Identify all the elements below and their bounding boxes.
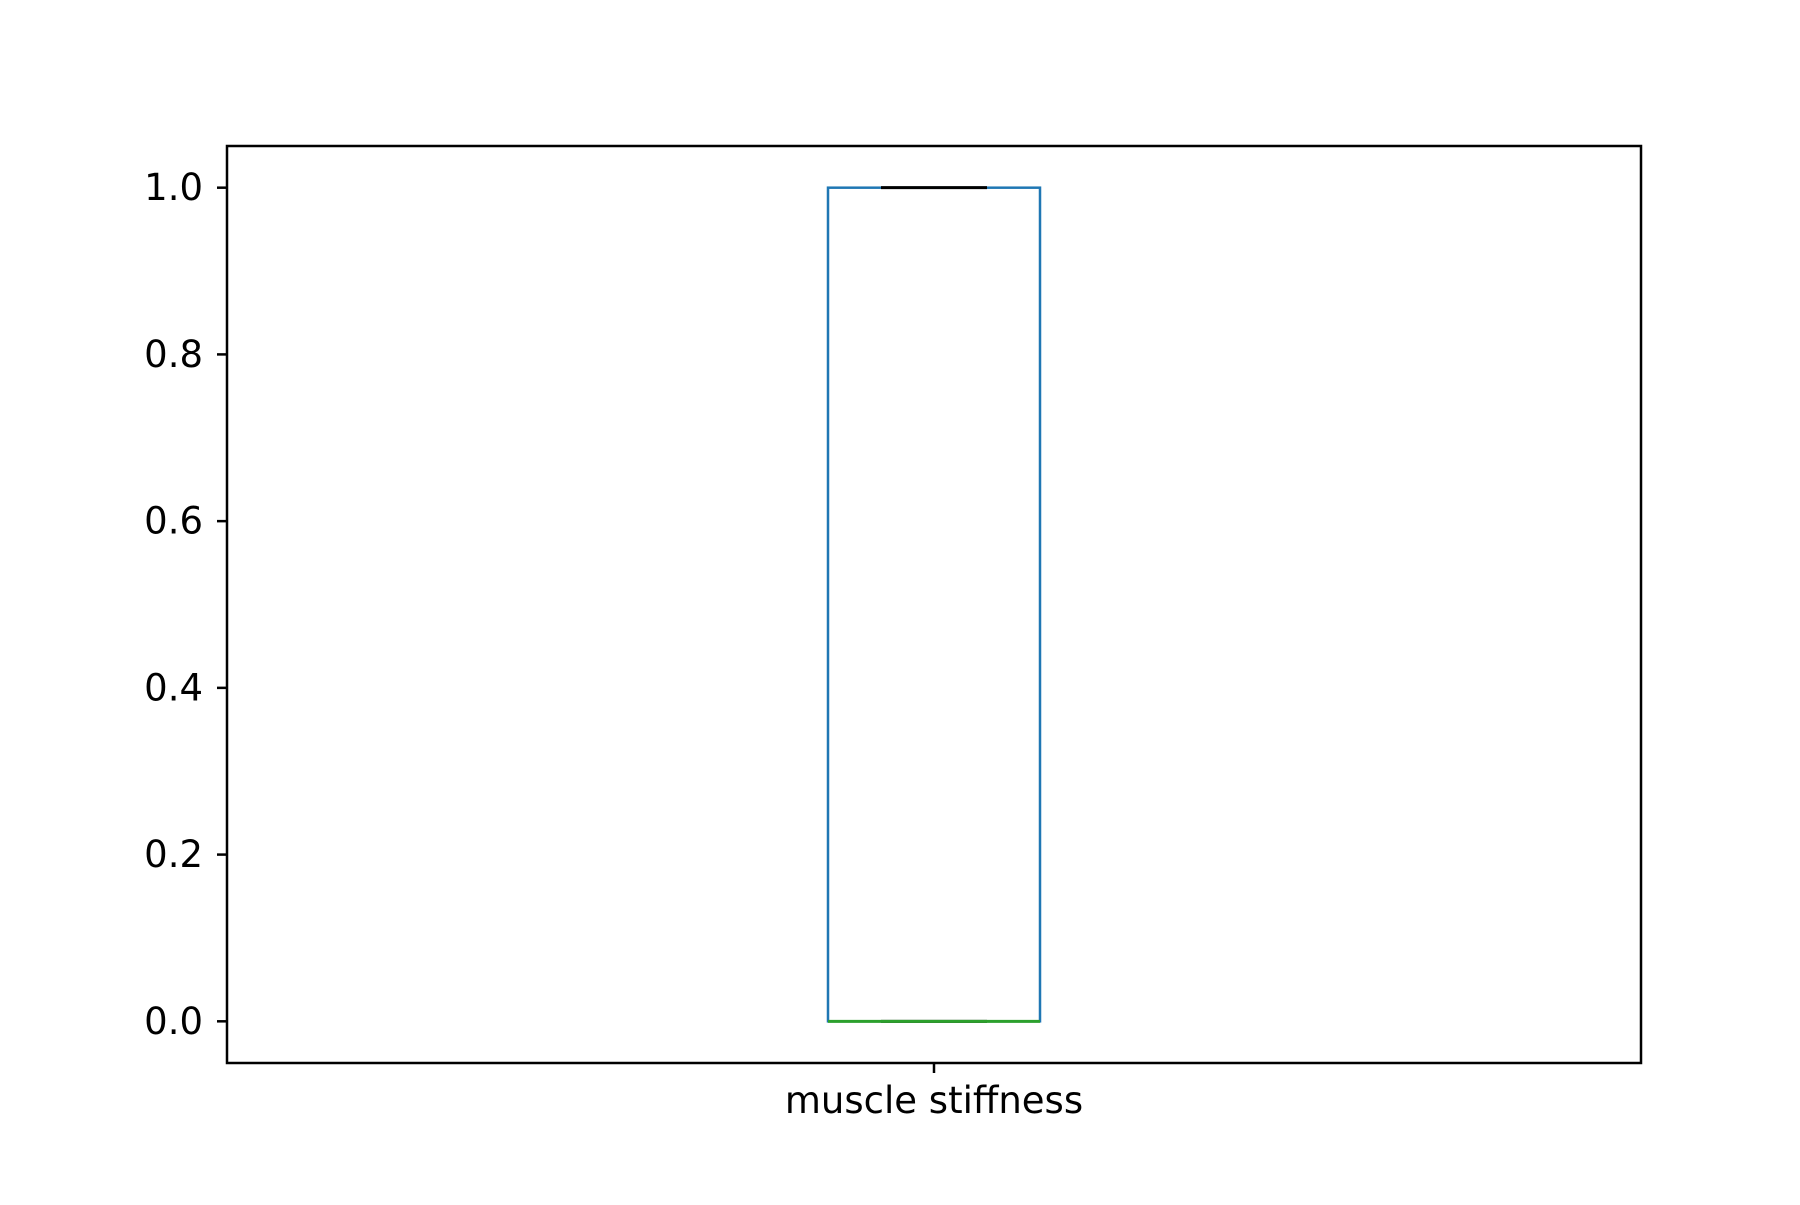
y-tick-label: 0.2 [144, 833, 203, 876]
y-tick-label: 0.0 [144, 1000, 203, 1043]
y-tick-label: 0.8 [144, 333, 203, 376]
y-tick-label: 1.0 [144, 166, 203, 209]
y-tick-label: 0.6 [144, 500, 203, 543]
x-tick-label: muscle stiffness [785, 1079, 1083, 1122]
axes-frame [225, 144, 1643, 1065]
y-tick-label: 0.4 [144, 666, 203, 709]
box-body [826, 186, 1042, 1023]
